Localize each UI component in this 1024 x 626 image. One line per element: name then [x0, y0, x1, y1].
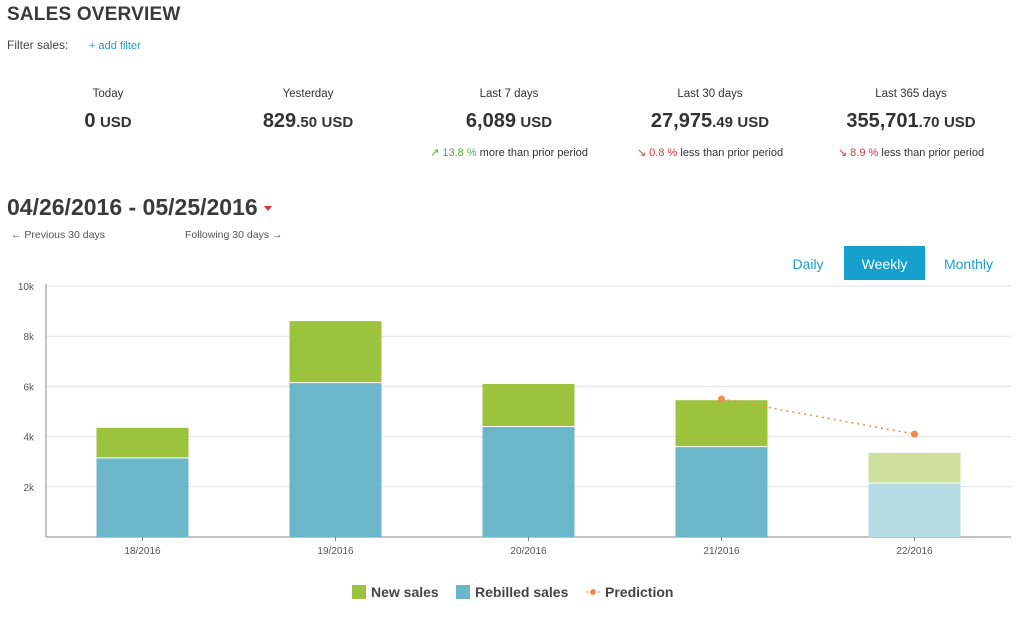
legend-swatch-rebilled-sales	[456, 585, 470, 599]
tab-monthly[interactable]: Monthly	[943, 256, 994, 272]
stat-currency: USD	[737, 114, 770, 131]
y-tick-label: 8k	[23, 332, 35, 343]
x-tick-label: 22/2016	[896, 546, 933, 557]
stat-change-pct: 13.8 %	[442, 147, 477, 159]
stat-value-int: 829	[262, 110, 297, 132]
x-tick-label: 21/2016	[703, 546, 740, 557]
prediction-point	[718, 395, 725, 403]
stat-change-text: less than prior period	[881, 147, 985, 159]
bar-new-sales	[482, 383, 575, 427]
x-tick-label: 20/2016	[510, 546, 547, 557]
stat-value-int: 6,089	[465, 110, 516, 132]
stat-value: 6,089 USD	[409, 110, 609, 133]
previous-period-link[interactable]: ← Previous 30 days	[11, 229, 105, 241]
stat-last-7-days: Last 7 days 6,089 USD ↗ 13.8 % more than…	[409, 88, 609, 159]
y-tick-label: 10k	[18, 282, 35, 293]
bar-new-sales	[96, 427, 189, 458]
stat-value: 355,701.70 USD	[811, 110, 1011, 133]
legend-label-rebilled-sales: Rebilled sales	[475, 584, 569, 600]
y-tick-label: 4k	[23, 433, 35, 444]
stat-currency: USD	[943, 114, 976, 131]
bar-new-sales	[868, 452, 961, 484]
bar-rebilled-sales	[868, 483, 961, 537]
stat-change-pct: 8.9 %	[850, 147, 879, 159]
stat-label: Last 30 days	[677, 88, 743, 100]
stat-currency: USD	[99, 114, 132, 131]
trend-up-icon: ↗	[430, 147, 440, 159]
prediction-line	[721, 398, 915, 435]
bar-rebilled-sales	[289, 382, 382, 537]
date-range-selector[interactable]: 04/26/2016 - 05/25/2016	[7, 194, 272, 221]
bar-rebilled-sales	[482, 426, 575, 537]
filter-label: Filter sales:	[7, 38, 69, 52]
sales-chart-svg: 2k 4k 6k 8k 10k 18/2016 19/2016 20/2016 21/2016 2…	[18, 282, 1011, 557]
stat-change-text: more than prior period	[479, 147, 588, 159]
stat-label: Yesterday	[282, 88, 334, 100]
stat-today: Today 0 USD	[8, 88, 208, 133]
stat-value-dec: .70	[918, 114, 940, 131]
stat-last-365-days: Last 365 days 355,701.70 USD ↘ 8.9 % les…	[811, 88, 1011, 159]
y-tick-label: 2k	[23, 483, 35, 494]
stat-currency: USD	[520, 114, 553, 131]
stats-row: Today 0 USD Yesterday 829.50 USD Last 7 …	[0, 88, 1024, 178]
caret-down-icon[interactable]	[263, 206, 272, 212]
stat-currency: USD	[321, 114, 354, 131]
page-title: SALES OVERVIEW	[7, 4, 181, 25]
stat-value-int: 355,701	[846, 110, 919, 132]
legend-label-new-sales: New sales	[371, 584, 439, 600]
bar-new-sales	[289, 321, 382, 383]
stat-change: ↗ 13.8 % more than prior period	[409, 146, 609, 159]
stat-change: ↘ 8.9 % less than prior period	[811, 146, 1011, 159]
legend-swatch-prediction	[586, 589, 600, 595]
stat-label: Last 7 days	[479, 88, 539, 100]
legend-swatch-new-sales	[352, 585, 366, 599]
sales-chart: 2k 4k 6k 8k 10k 18/2016 19/2016 20/2016 21/2016 2…	[0, 280, 1024, 580]
stat-value-dec: .50	[296, 114, 318, 131]
filter-row: Filter sales: + add filter	[7, 38, 141, 52]
stat-last-30-days: Last 30 days 27,975.49 USD ↘ 0.8 % less …	[610, 88, 810, 159]
stat-label: Last 365 days	[875, 88, 947, 100]
stat-change-text: less than prior period	[680, 147, 784, 159]
bar-rebilled-sales	[96, 457, 189, 537]
stat-value-int: 27,975	[650, 110, 713, 132]
stat-change-pct: 0.8 %	[649, 147, 678, 159]
stat-label: Today	[92, 88, 124, 100]
stat-value-int: 0	[84, 110, 96, 132]
add-filter-link[interactable]: + add filter	[89, 40, 141, 52]
trend-down-icon: ↘	[837, 147, 848, 159]
stat-yesterday: Yesterday 829.50 USD	[208, 88, 408, 133]
bar-rebilled-sales	[675, 446, 768, 537]
stat-change: ↘ 0.8 % less than prior period	[610, 146, 810, 159]
trend-down-icon: ↘	[636, 147, 647, 159]
prediction-point	[911, 430, 918, 438]
y-tick-label: 6k	[23, 382, 35, 393]
x-tick-label: 18/2016	[124, 546, 161, 557]
tab-weekly[interactable]: Weekly	[844, 246, 925, 280]
stat-value: 829.50 USD	[208, 110, 408, 133]
following-period-link[interactable]: Following 30 days →	[185, 229, 283, 241]
stat-value: 0 USD	[8, 110, 208, 133]
bar-new-sales	[675, 400, 768, 447]
date-range-label: 04/26/2016 - 05/25/2016	[7, 194, 258, 220]
x-tick-label: 19/2016	[317, 546, 354, 557]
tab-daily[interactable]: Daily	[792, 256, 824, 272]
stat-value-dec: .49	[712, 114, 733, 131]
legend-label-prediction: Prediction	[605, 584, 674, 600]
stat-value: 27,975.49 USD	[610, 110, 810, 133]
